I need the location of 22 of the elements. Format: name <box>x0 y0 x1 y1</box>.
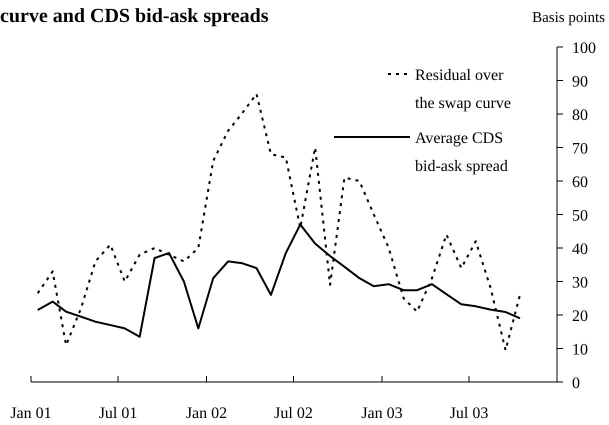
legend-label: Average CDS bid-ask spread <box>415 130 508 175</box>
y-tick-label: 90 <box>572 74 588 90</box>
y-tick-label: 60 <box>572 174 588 191</box>
chart-title: curve and CDS bid-ask spreads <box>0 5 269 27</box>
y-tick-label: 100 <box>572 40 596 57</box>
y-tick-label: 70 <box>572 140 588 158</box>
y-tick-label: 80 <box>572 107 588 124</box>
line-series <box>36 92 521 352</box>
y-tick-label: 0 <box>572 375 580 392</box>
legend-label: Residual over the swap curve <box>415 67 511 112</box>
y-tick-label: 50 <box>572 208 588 224</box>
x-tick-label: Jul 01 <box>98 405 138 422</box>
y-tick-label: 20 <box>572 308 588 325</box>
x-tick-label: Jul 03 <box>450 405 488 422</box>
y-axis-title: Basis points <box>532 10 606 26</box>
x-tick-label: Jan 02 <box>186 405 228 422</box>
x-tick-label: Jan 01 <box>10 405 52 422</box>
y-tick-label: 10 <box>572 342 588 358</box>
y-tick-label: 40 <box>572 241 588 258</box>
x-tick-label: Jul 02 <box>274 405 313 422</box>
y-tick-label: 30 <box>572 274 588 292</box>
x-tick-label: Jan 03 <box>361 405 403 422</box>
